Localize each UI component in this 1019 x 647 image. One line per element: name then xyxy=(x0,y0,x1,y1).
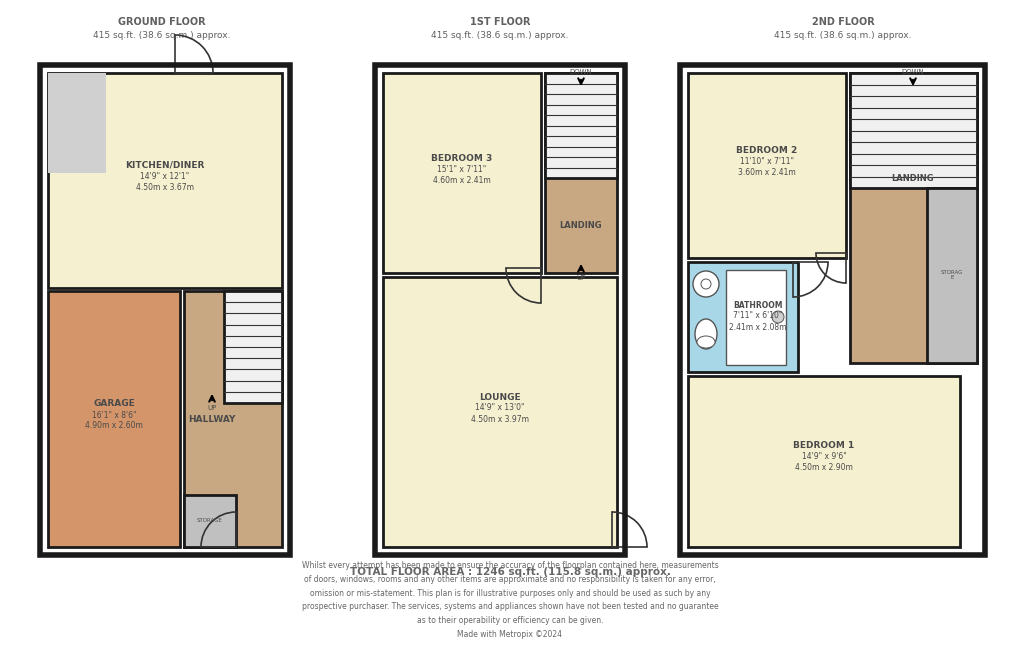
Bar xyxy=(544,73,616,273)
Text: HALLWAY: HALLWAY xyxy=(189,415,235,424)
Text: UP: UP xyxy=(576,275,585,281)
Text: BATHROOM: BATHROOM xyxy=(733,300,782,309)
Bar xyxy=(224,291,281,403)
Text: 14'9" x 13'0": 14'9" x 13'0" xyxy=(475,404,524,413)
Bar xyxy=(688,262,797,372)
Text: Whilst every attempt has been made to ensure the accuracy of the floorplan conta: Whilst every attempt has been made to en… xyxy=(302,561,717,639)
Bar xyxy=(726,270,786,365)
Bar xyxy=(48,73,281,288)
Text: 11'10" x 7'11": 11'10" x 7'11" xyxy=(739,157,793,166)
Text: 4.90m x 2.60m: 4.90m x 2.60m xyxy=(85,421,143,430)
Bar xyxy=(849,73,976,188)
Ellipse shape xyxy=(694,319,716,349)
Text: 4.50m x 3.97m: 4.50m x 3.97m xyxy=(471,415,529,424)
Text: DOWN: DOWN xyxy=(901,69,923,75)
Text: 415 sq.ft. (38.6 sq.m.) approx.: 415 sq.ft. (38.6 sq.m.) approx. xyxy=(773,30,911,39)
Text: KITCHEN/DINER: KITCHEN/DINER xyxy=(125,160,205,170)
Text: LANDING: LANDING xyxy=(891,173,933,182)
Text: 2ND FLOOR: 2ND FLOOR xyxy=(811,17,873,27)
Bar xyxy=(382,277,616,547)
Bar xyxy=(48,73,106,173)
Text: UP: UP xyxy=(207,405,216,411)
Text: DOWN: DOWN xyxy=(569,69,592,75)
Text: 4.60m x 2.41m: 4.60m x 2.41m xyxy=(433,175,490,184)
Bar xyxy=(680,65,984,555)
Ellipse shape xyxy=(696,336,714,348)
Bar xyxy=(183,495,235,547)
Text: 415 sq.ft. (38.6 sq.m.) approx.: 415 sq.ft. (38.6 sq.m.) approx. xyxy=(93,30,230,39)
Bar xyxy=(688,376,959,547)
Text: 4.50m x 3.67m: 4.50m x 3.67m xyxy=(136,182,194,192)
Text: GARAGE: GARAGE xyxy=(93,399,135,408)
Bar xyxy=(926,188,976,363)
Text: 1ST FLOOR: 1ST FLOOR xyxy=(470,17,530,27)
Bar xyxy=(544,73,616,178)
Bar xyxy=(382,73,540,273)
Text: 7'11" x 6'10": 7'11" x 6'10" xyxy=(733,311,782,320)
Text: BEDROOM 3: BEDROOM 3 xyxy=(431,153,492,162)
Circle shape xyxy=(700,279,710,289)
Text: 14'9" x 9'6": 14'9" x 9'6" xyxy=(801,452,846,461)
Text: 15'1" x 7'11": 15'1" x 7'11" xyxy=(437,164,486,173)
Text: 3.60m x 2.41m: 3.60m x 2.41m xyxy=(738,168,795,177)
Bar xyxy=(849,73,976,363)
Circle shape xyxy=(692,271,718,297)
Text: LANDING: LANDING xyxy=(559,221,602,230)
Bar xyxy=(688,73,845,258)
Text: 14'9" x 12'1": 14'9" x 12'1" xyxy=(141,171,190,181)
Text: GROUND FLOOR: GROUND FLOOR xyxy=(118,17,206,27)
Text: TOTAL FLOOR AREA : 1246 sq.ft. (115.8 sq.m.) approx.: TOTAL FLOOR AREA : 1246 sq.ft. (115.8 sq… xyxy=(350,567,669,577)
Text: 2.41m x 2.08m: 2.41m x 2.08m xyxy=(729,322,786,331)
Text: STORAG
E: STORAG E xyxy=(940,270,962,280)
Circle shape xyxy=(771,311,784,323)
Bar xyxy=(40,65,289,555)
Bar xyxy=(375,65,625,555)
Text: STORAGE: STORAGE xyxy=(197,518,223,523)
Text: LOUNGE: LOUNGE xyxy=(479,393,521,402)
Text: 415 sq.ft. (38.6 sq.m.) approx.: 415 sq.ft. (38.6 sq.m.) approx. xyxy=(431,30,569,39)
Bar xyxy=(48,291,179,547)
Text: BEDROOM 2: BEDROOM 2 xyxy=(736,146,797,155)
Text: 4.50m x 2.90m: 4.50m x 2.90m xyxy=(794,463,852,472)
Text: 16'1" x 8'6": 16'1" x 8'6" xyxy=(92,410,137,419)
Text: BEDROOM 1: BEDROOM 1 xyxy=(793,441,854,450)
Bar xyxy=(183,291,281,547)
